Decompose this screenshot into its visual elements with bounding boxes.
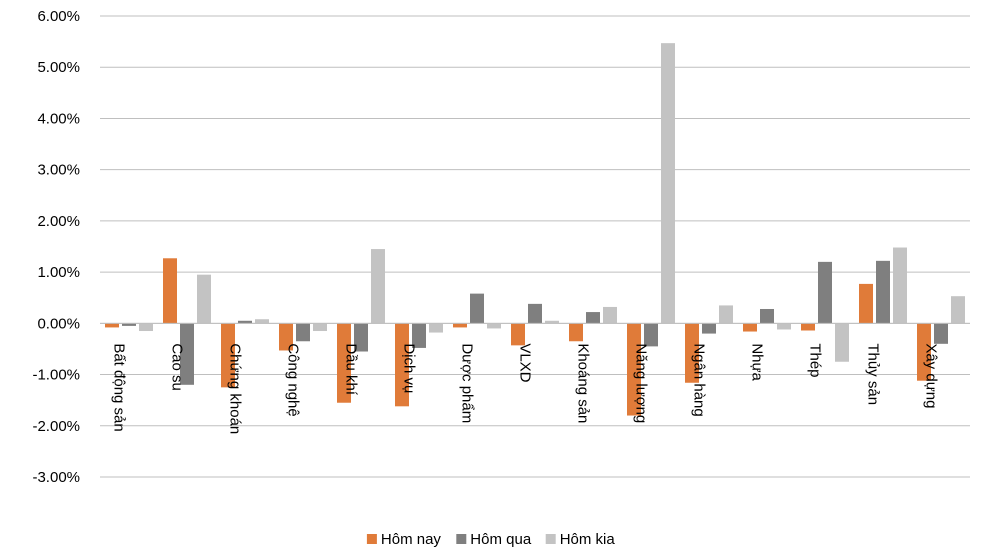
bar (743, 323, 757, 332)
bar (876, 260, 890, 324)
bar (801, 323, 815, 331)
bar (429, 323, 443, 333)
bar (255, 319, 269, 324)
legend-swatch (545, 534, 556, 544)
bar (371, 249, 385, 324)
bar (180, 323, 194, 385)
bar (354, 323, 368, 352)
x-axis-categories: Bất động sản Cao su Chứng khoán Công nghệ Dầ… (111, 343, 940, 434)
bar (702, 323, 716, 334)
category-label: Dầu khí (343, 343, 360, 396)
legend-swatch (366, 534, 377, 544)
bars (100, 43, 970, 416)
y-tick-label: -2.00% (32, 418, 80, 435)
category-label: Cao su (169, 343, 186, 391)
bar (528, 303, 542, 324)
category-label: VLXD (517, 343, 534, 382)
legend-label: Hôm nay (381, 531, 442, 548)
legend-label: Hôm kia (560, 531, 616, 548)
bar (453, 323, 467, 328)
y-tick-label: 0.00% (37, 315, 80, 332)
bar (105, 323, 119, 328)
category-label: Khoáng sản (575, 343, 592, 423)
legend: Hôm nay Hôm qua Hôm kia (366, 531, 616, 548)
bar (917, 323, 931, 381)
category-label: Thép (807, 343, 824, 377)
bar (337, 323, 351, 403)
bar (859, 283, 873, 324)
bar (139, 323, 153, 332)
bar (221, 323, 235, 388)
y-tick-label: 2.00% (37, 213, 80, 230)
legend-swatch (456, 534, 467, 544)
y-axis: -3.00% -2.00% -1.00% 0.00% 1.00% 2.00% 3.00% 4.… (32, 8, 80, 486)
bar (586, 312, 600, 324)
category-label: Dược phẩm (459, 343, 476, 423)
category-label: Thủy sản (865, 343, 882, 405)
bar (197, 274, 211, 324)
bar (313, 323, 327, 332)
category-label: Chứng khoán (227, 343, 244, 434)
category-label: Bất động sản (111, 343, 128, 431)
y-tick-label: 1.00% (37, 264, 80, 281)
bar (569, 323, 583, 342)
bar (296, 323, 310, 342)
bar (644, 323, 658, 347)
bar (760, 308, 774, 324)
bar (951, 296, 965, 324)
legend-label: Hôm qua (470, 531, 532, 548)
bar (719, 305, 733, 324)
category-label: Xây dựng (923, 343, 940, 408)
bar (893, 247, 907, 324)
bar (279, 323, 293, 351)
bar (545, 320, 559, 324)
bar (163, 258, 177, 324)
category-label: Dịch vụ (401, 343, 418, 393)
y-tick-label: -1.00% (32, 367, 80, 384)
y-tick-label: 6.00% (37, 8, 80, 25)
bar (122, 323, 136, 326)
y-tick-label: 4.00% (37, 110, 80, 127)
bar (685, 323, 699, 383)
bar (238, 320, 252, 324)
category-label: Ngân hàng (691, 343, 708, 416)
y-tick-label: 3.00% (37, 162, 80, 179)
bar (627, 323, 641, 416)
bar (661, 43, 675, 324)
category-label: Công nghệ (285, 343, 302, 416)
category-label: Năng lượng (633, 343, 650, 423)
bar (777, 323, 791, 330)
y-tick-label: -3.00% (32, 469, 80, 486)
bar (395, 323, 409, 407)
bar (511, 323, 525, 346)
bar (470, 293, 484, 324)
bar (818, 261, 832, 324)
bar (487, 323, 501, 329)
bar (934, 323, 948, 344)
category-label: Nhựa (749, 343, 766, 381)
bar (412, 323, 426, 348)
y-tick-label: 5.00% (37, 59, 80, 76)
bar (603, 306, 617, 324)
bar (835, 323, 849, 362)
